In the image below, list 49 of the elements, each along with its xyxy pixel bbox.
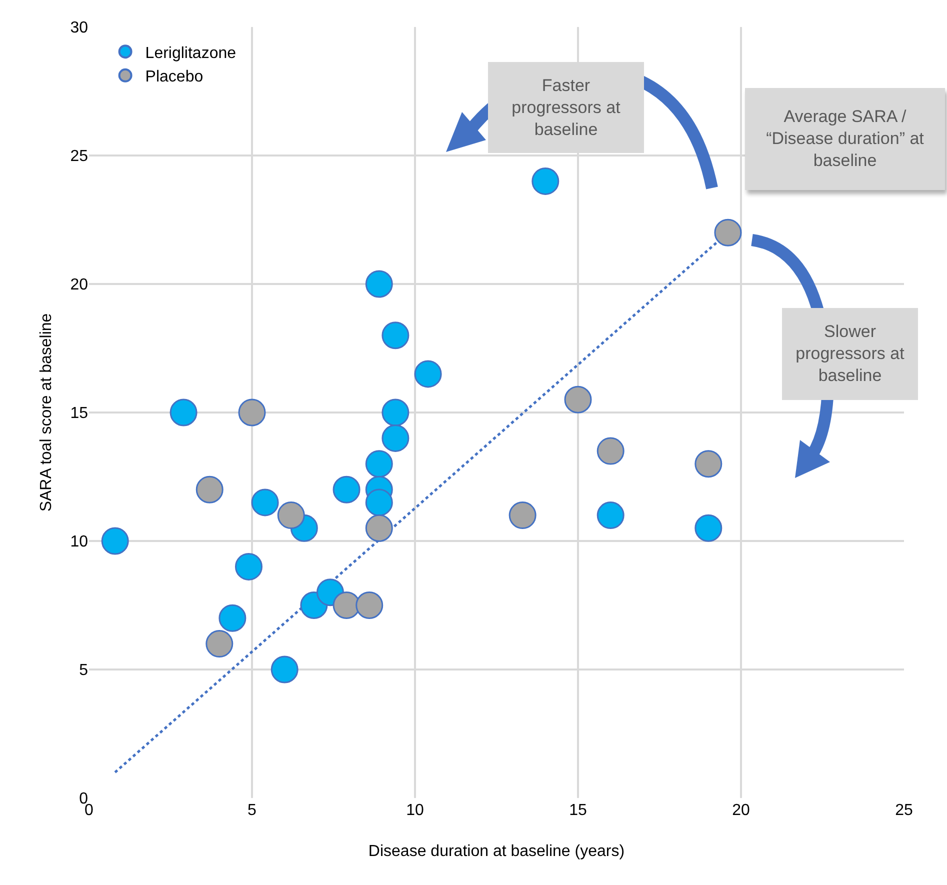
callout-box: Faster progressors at baseline (488, 62, 644, 153)
y-tick-label: 15 (70, 405, 88, 422)
point (277, 502, 305, 530)
point (196, 476, 224, 504)
point (206, 630, 234, 658)
y-tick-label: 10 (70, 534, 88, 551)
y-tick-label: 5 (79, 662, 88, 680)
legend-label: Leriglitazone (145, 44, 236, 62)
y-tick-label: 20 (70, 276, 88, 294)
point (365, 270, 393, 298)
point (596, 502, 624, 530)
x-tick-label: 15 (569, 802, 587, 819)
point (251, 488, 279, 516)
point (238, 398, 266, 426)
x-tick-label: 10 (406, 802, 424, 819)
point (365, 488, 393, 516)
callout-box: Average SARA / “Disease duration” at baseline (745, 88, 945, 190)
point (365, 450, 393, 478)
x-tick-label: 20 (732, 802, 750, 819)
point (356, 592, 384, 619)
x-axis-title: Disease duration at baseline (years) (368, 843, 625, 860)
point (382, 398, 410, 426)
point (714, 218, 742, 246)
point (382, 322, 410, 350)
annotation: Faster progressors at baseline (510, 74, 622, 140)
point (596, 437, 624, 465)
point (508, 502, 536, 530)
point (332, 476, 360, 504)
point (270, 656, 298, 684)
legend-label: Placebo (145, 68, 204, 86)
point (218, 604, 246, 632)
point (101, 527, 129, 555)
point (694, 450, 722, 478)
point (532, 167, 560, 195)
x-tick-label: 25 (895, 802, 913, 819)
callout-box: Slower progressors at baseline (782, 308, 918, 400)
point (382, 424, 410, 452)
x-tick-label: 5 (248, 802, 257, 819)
point (564, 386, 592, 414)
point (170, 398, 198, 426)
annotation: Average SARA / “Disease duration” at baseline (765, 106, 925, 172)
y-tick-label: 25 (70, 148, 88, 166)
point (414, 360, 442, 388)
point (365, 514, 393, 542)
point (235, 552, 262, 580)
y-tick-label: 30 (70, 20, 88, 37)
y-axis-title: SARA toal score at baseline (38, 313, 56, 512)
point (694, 514, 722, 542)
annotation: Slower progressors at baseline (794, 321, 906, 387)
